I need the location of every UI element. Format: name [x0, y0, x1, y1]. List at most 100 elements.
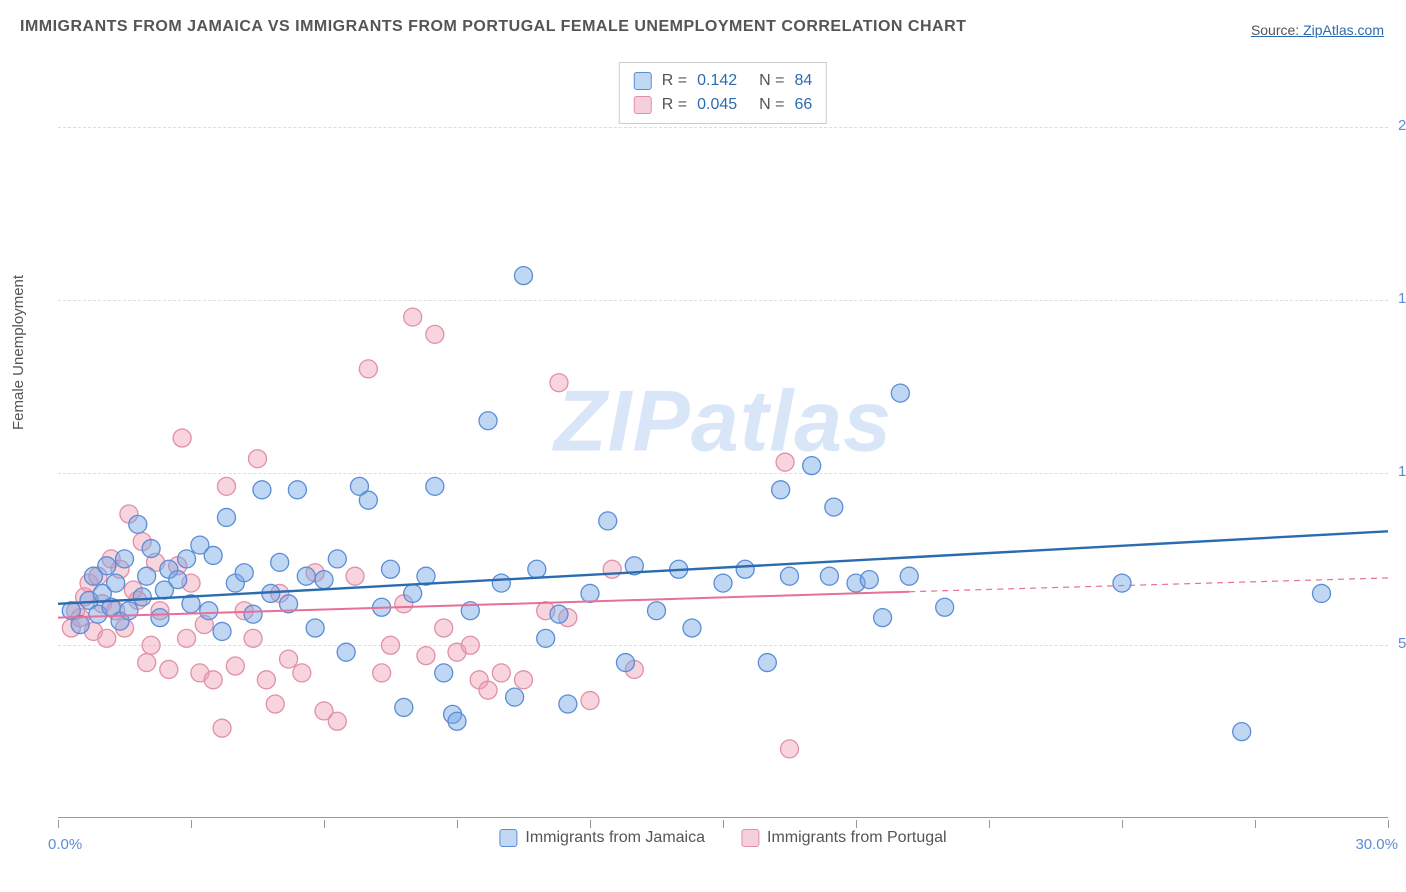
data-point	[253, 481, 271, 499]
data-point	[714, 574, 732, 592]
data-point	[936, 598, 954, 616]
data-point	[461, 636, 479, 654]
legend-label: Immigrants from Portugal	[767, 829, 947, 847]
data-point	[448, 712, 466, 730]
data-point	[213, 719, 231, 737]
data-point	[142, 636, 160, 654]
data-point	[492, 574, 510, 592]
legend-stats: R =0.142N =84R =0.045N =66	[619, 62, 827, 124]
data-point	[479, 681, 497, 699]
data-point	[515, 671, 533, 689]
source-link[interactable]: Source: ZipAtlas.com	[1251, 22, 1384, 38]
data-point	[178, 629, 196, 647]
legend-swatch	[634, 96, 652, 114]
data-point	[116, 550, 134, 568]
y-tick-label: 5.0%	[1398, 635, 1406, 652]
data-point	[772, 481, 790, 499]
data-point	[138, 567, 156, 585]
x-tick	[457, 820, 458, 828]
x-tick	[856, 820, 857, 828]
x-tick	[191, 820, 192, 828]
data-point	[337, 643, 355, 661]
y-axis-label: Female Unemployment	[10, 275, 27, 430]
data-point	[874, 609, 892, 627]
data-point	[550, 605, 568, 623]
data-point	[297, 567, 315, 585]
n-label: N =	[759, 93, 784, 117]
data-point	[581, 584, 599, 602]
data-point	[217, 508, 235, 526]
legend-bottom: Immigrants from Jamaica Immigrants from P…	[499, 829, 946, 847]
legend-swatch	[634, 72, 652, 90]
n-value: 66	[794, 93, 812, 117]
r-label: R =	[662, 69, 687, 93]
data-point	[603, 560, 621, 578]
data-point	[200, 602, 218, 620]
data-point	[288, 481, 306, 499]
x-tick	[1255, 820, 1256, 828]
data-point	[359, 360, 377, 378]
data-point	[169, 571, 187, 589]
x-tick	[723, 820, 724, 828]
legend-stat-row: R =0.142N =84	[634, 69, 812, 93]
data-point	[249, 450, 267, 468]
data-point	[138, 654, 156, 672]
data-point	[860, 571, 878, 589]
data-point	[776, 453, 794, 471]
scatter-svg	[58, 58, 1388, 817]
data-point	[900, 567, 918, 585]
data-point	[479, 412, 497, 430]
data-point	[417, 647, 435, 665]
data-point	[217, 477, 235, 495]
data-point	[129, 515, 147, 533]
data-point	[616, 654, 634, 672]
data-point	[244, 629, 262, 647]
legend-swatch	[741, 829, 759, 847]
data-point	[373, 664, 391, 682]
legend-item: Immigrants from Jamaica	[499, 829, 705, 847]
r-value: 0.142	[697, 69, 749, 93]
legend-stat-row: R =0.045N =66	[634, 93, 812, 117]
data-point	[133, 588, 151, 606]
data-point	[781, 740, 799, 758]
x-tick	[58, 820, 59, 828]
data-point	[280, 650, 298, 668]
source-name: ZipAtlas.com	[1303, 22, 1384, 38]
data-point	[537, 629, 555, 647]
data-point	[160, 660, 178, 678]
data-point	[515, 267, 533, 285]
data-point	[328, 712, 346, 730]
data-point	[271, 553, 289, 571]
data-point	[173, 429, 191, 447]
data-point	[226, 657, 244, 675]
data-point	[758, 654, 776, 672]
y-tick-label: 10.0%	[1398, 463, 1406, 480]
data-point	[266, 695, 284, 713]
data-point	[559, 695, 577, 713]
data-point	[435, 664, 453, 682]
data-point	[891, 384, 909, 402]
data-point	[648, 602, 666, 620]
x-tick	[1388, 820, 1389, 828]
x-tick	[590, 820, 591, 828]
x-axis-min-label: 0.0%	[48, 836, 82, 853]
data-point	[213, 622, 231, 640]
data-point	[1113, 574, 1131, 592]
data-point	[98, 629, 116, 647]
data-point	[404, 308, 422, 326]
data-point	[506, 688, 524, 706]
r-value: 0.045	[697, 93, 749, 117]
data-point	[178, 550, 196, 568]
data-point	[293, 664, 311, 682]
data-point	[736, 560, 754, 578]
data-point	[404, 584, 422, 602]
data-point	[395, 698, 413, 716]
data-point	[315, 571, 333, 589]
data-point	[1313, 584, 1331, 602]
data-point	[328, 550, 346, 568]
data-point	[426, 477, 444, 495]
n-value: 84	[794, 69, 812, 93]
data-point	[107, 574, 125, 592]
data-point	[683, 619, 701, 637]
data-point	[803, 457, 821, 475]
